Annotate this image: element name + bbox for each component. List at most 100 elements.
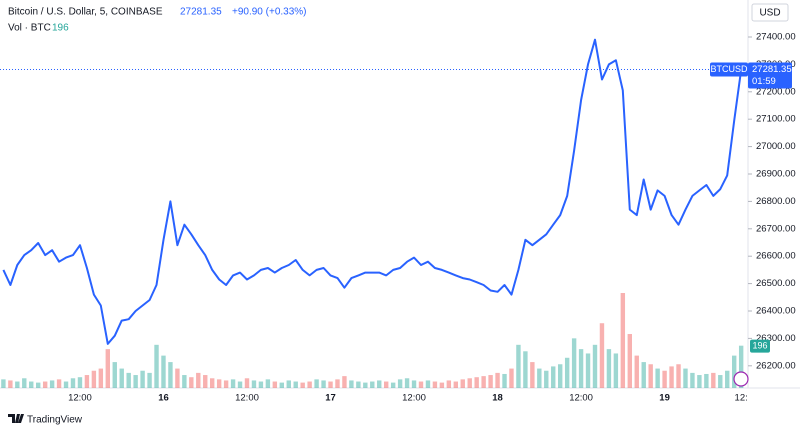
countdown-label: 01:59	[752, 76, 776, 87]
volume-bar	[648, 364, 653, 388]
plot-layer	[0, 38, 748, 345]
volume-bar	[411, 380, 417, 388]
volume-bar	[244, 378, 250, 388]
price-tag-label: 27281.35	[752, 64, 792, 75]
volume-bar	[683, 368, 688, 388]
volume-bar	[258, 381, 264, 388]
symbol-tag-label: BTCUSD	[710, 64, 748, 74]
volume-bar	[662, 370, 667, 388]
volume-bar	[690, 372, 695, 388]
volume-bar	[585, 353, 591, 388]
volume-bar	[537, 368, 542, 388]
volume-bar	[168, 362, 173, 388]
volume-bar	[495, 372, 500, 388]
volume-bar	[63, 381, 69, 388]
header-change: +90.90 (+0.33%)	[232, 7, 307, 18]
x-tick-label: 12:00	[402, 393, 426, 404]
volume-bar	[384, 381, 389, 388]
volume-bar	[453, 381, 458, 388]
volume-bar	[711, 372, 716, 388]
volume-bar	[279, 382, 284, 388]
volume-bar	[606, 349, 612, 388]
volume-bar	[481, 376, 486, 388]
x-tick-label: 12:00	[235, 393, 259, 404]
volume-bar	[210, 378, 215, 388]
x-tick-label: 16	[158, 393, 169, 404]
volume-bar	[147, 372, 152, 388]
volume-bar	[439, 382, 445, 388]
volume-bar	[349, 380, 354, 388]
volume-bar	[592, 344, 598, 388]
y-tick-label: 26800.00	[756, 196, 796, 207]
y-tick-label: 26500.00	[756, 278, 796, 289]
x-tick-label: 12:	[735, 393, 748, 404]
volume-bar	[49, 380, 55, 388]
volume-bar	[230, 379, 236, 388]
x-tick-label: 12:00	[68, 393, 92, 404]
volume-bar	[154, 344, 159, 388]
x-tick-label: 18	[492, 393, 503, 404]
y-tick-label: 26400.00	[756, 306, 796, 317]
volume-bar	[133, 375, 138, 388]
x-tick-label: 19	[659, 393, 670, 404]
volume-bar	[432, 381, 438, 388]
volume-bar	[342, 376, 347, 388]
volume-bar	[544, 370, 549, 388]
volume-bar	[237, 381, 243, 388]
volume-bar	[363, 382, 368, 388]
volume-bar	[119, 368, 124, 388]
volume-bar	[704, 373, 709, 388]
volume-bar	[189, 377, 194, 388]
volume-bar	[140, 370, 145, 388]
volume-bar	[551, 366, 556, 388]
price-line	[2, 38, 743, 345]
volume-bar	[599, 323, 605, 388]
volume-last: 196	[52, 23, 69, 34]
price-tag	[748, 62, 792, 89]
volume-bar	[418, 381, 424, 388]
volume-bar	[718, 375, 723, 388]
volume-bar	[620, 293, 626, 388]
volume-bar	[509, 368, 514, 388]
volume-bar	[738, 345, 744, 388]
currency-label[interactable]: USD	[759, 8, 780, 19]
replay-button[interactable]	[733, 371, 749, 387]
volume-bar	[697, 375, 702, 388]
volume-bar	[488, 375, 493, 388]
volume-bar	[223, 380, 229, 388]
volume-bar	[370, 381, 375, 388]
y-tick-label: 26900.00	[756, 169, 796, 180]
x-tick-label: 12:00	[569, 393, 593, 404]
volume-bar	[175, 368, 180, 388]
volume-bar	[196, 372, 201, 388]
volume-bar	[29, 381, 34, 388]
volume-bar	[112, 362, 117, 388]
y-tick-label: 26600.00	[756, 251, 796, 262]
volume-bar	[161, 355, 166, 388]
volume-bar	[8, 380, 13, 388]
volume-bar	[105, 349, 110, 388]
volume-bar	[655, 368, 660, 388]
volume-bar	[293, 381, 298, 388]
volume-bar	[272, 381, 278, 388]
brand-name: TradingView	[27, 415, 83, 426]
volume-bar	[641, 362, 646, 388]
currency-button[interactable]	[751, 3, 789, 22]
y-tick-label: 26300.00	[756, 333, 796, 344]
volume-bar	[91, 370, 97, 388]
volume-bar	[571, 338, 577, 388]
volume-bar	[732, 355, 737, 388]
volume-bar	[725, 370, 730, 388]
volume-bar	[335, 379, 340, 388]
volume-bar	[564, 357, 570, 388]
volume-bar	[36, 382, 41, 388]
volume-bar	[634, 355, 639, 388]
volume-bar	[265, 379, 271, 388]
volume-bar	[356, 381, 361, 388]
y-tick-label: 26700.00	[756, 223, 796, 234]
y-tick-label: 26200.00	[756, 360, 796, 371]
volume-bar	[627, 334, 632, 388]
volume-bar	[22, 378, 27, 388]
